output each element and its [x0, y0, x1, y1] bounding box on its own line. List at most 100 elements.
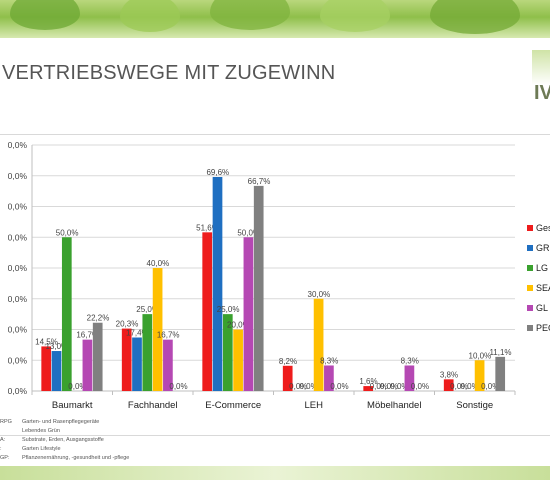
- data-label: 22,2%: [87, 314, 110, 323]
- y-tick-label: 0,0%: [8, 355, 28, 365]
- data-label: 16,7%: [76, 331, 99, 340]
- y-tick-label: 0,0%: [8, 386, 28, 396]
- legend-label: GR: [536, 243, 550, 253]
- data-label: 69,6%: [206, 168, 229, 177]
- data-label: 0,0%: [380, 382, 398, 391]
- data-label: 50,0%: [56, 228, 79, 237]
- bar-peg: [495, 356, 506, 391]
- legend-swatch: [527, 245, 533, 251]
- legend-swatch: [527, 285, 533, 291]
- note-text: Garten Lifestyle: [22, 446, 61, 452]
- data-label: 11,1%: [489, 348, 511, 357]
- data-label: 0,0%: [68, 382, 86, 391]
- bar-gl: [82, 339, 93, 391]
- data-label: 0,0%: [390, 382, 408, 391]
- slide-title: VERTRIEBSWEGE MIT ZUGEWINN: [2, 62, 336, 84]
- note-text: Pflanzenernährung, -gesundheit und -pfle…: [22, 455, 130, 461]
- legend-swatch: [527, 325, 533, 331]
- note-text: Lebendes Grün: [22, 428, 60, 434]
- legend-label: SEA: [536, 283, 550, 293]
- note-key: RPG: [0, 419, 12, 425]
- y-tick-label: 0,0%: [8, 140, 28, 150]
- data-label: 25,0%: [136, 305, 159, 314]
- bar-sea: [233, 329, 243, 391]
- y-tick-label: 0,0%: [8, 171, 28, 181]
- bar-peg: [92, 322, 103, 391]
- logo-text: IV: [534, 82, 550, 104]
- note-row: : Garten Lifestyle: [0, 445, 129, 454]
- note-row: RPG Garten- und Rasenpflegegeräte: [0, 418, 129, 427]
- note-key: A:: [0, 437, 6, 443]
- note-text: Substrate, Erden, Ausgangsstoffe: [22, 437, 104, 443]
- data-label: 0,0%: [289, 382, 307, 391]
- bar-ges: [41, 346, 52, 391]
- category-label: LEH: [305, 400, 324, 411]
- data-label: 40,0%: [147, 259, 170, 268]
- y-tick-label: 0,0%: [8, 294, 28, 304]
- data-label: 8,3%: [320, 356, 338, 365]
- bar-gl: [163, 339, 173, 391]
- category-label: E-Commerce: [205, 400, 261, 411]
- data-label: 14,5%: [35, 337, 58, 346]
- bar-sea: [313, 298, 324, 391]
- data-label: 3,8%: [440, 370, 458, 379]
- bar-ges: [282, 365, 293, 391]
- y-tick-label: 0,0%: [8, 232, 28, 242]
- legend-swatch: [527, 265, 533, 271]
- note-key: :: [0, 446, 2, 452]
- bar-lg: [142, 314, 153, 391]
- note-row: Lebendes Grün: [0, 427, 129, 436]
- bar-ges: [121, 328, 132, 391]
- note-text: Garten- und Rasenpflegegeräte: [22, 419, 100, 425]
- leaf-banner: [0, 0, 550, 38]
- legend-swatch: [527, 225, 533, 231]
- bar-peg: [253, 185, 264, 391]
- bar-gl: [324, 365, 334, 391]
- data-label: 0,0%: [460, 382, 478, 391]
- legend-label: GL: [536, 303, 548, 313]
- data-label: 51,6%: [196, 223, 219, 232]
- legend-label: Ges: [536, 223, 550, 233]
- bar-ges: [363, 386, 374, 391]
- company-logo: IV: [532, 50, 550, 104]
- note-row: GP: Pflanzenernährung, -gesundheit und -p…: [0, 454, 129, 463]
- legend-label: PEG: [536, 323, 550, 333]
- bar-lg: [61, 237, 72, 391]
- y-tick-label: 0,0%: [8, 263, 28, 273]
- data-label: 13,0%: [45, 342, 68, 351]
- data-label: 0,0%: [169, 382, 187, 391]
- data-label: 0,0%: [450, 382, 468, 391]
- data-label: 66,7%: [248, 177, 271, 186]
- data-label: 0,0%: [370, 382, 388, 391]
- bottom-decor-band: [0, 466, 550, 480]
- y-tick-label: 0,0%: [8, 325, 28, 335]
- bar-gl: [243, 237, 254, 391]
- data-label: 50,0%: [237, 228, 260, 237]
- data-label: 0,0%: [481, 382, 499, 391]
- bar-gr: [132, 337, 142, 391]
- data-label: 0,0%: [330, 382, 348, 391]
- bar-lg: [222, 314, 233, 391]
- note-row: A: Substrate, Erden, Ausgangsstoffe: [0, 436, 129, 445]
- data-label: 1,6%: [359, 377, 377, 386]
- category-label: Möbelhandel: [367, 400, 421, 411]
- data-label: 8,2%: [279, 357, 297, 366]
- chart-frame: 0,0% 0,0% 0,0% 0,0% 0,0% 0,0% 0,0% 0,0% 0,0% 14,5…: [0, 134, 550, 436]
- note-key: GP:: [0, 455, 10, 461]
- data-label: 0,0%: [299, 382, 317, 391]
- data-label: 8,3%: [401, 356, 419, 365]
- data-label: 20,3%: [116, 320, 139, 329]
- legend-swatch: [527, 305, 533, 311]
- category-label: Sonstige: [456, 400, 493, 411]
- y-tick-label: 0,0%: [8, 202, 28, 212]
- data-label: 30,0%: [308, 290, 331, 299]
- bar-gr: [212, 176, 223, 391]
- bar-chart: 0,0%0,0%0,0%0,0%0,0%0,0%0,0%0,0%0,0%14,5…: [8, 140, 550, 411]
- data-label: 20,0%: [227, 321, 250, 330]
- abbreviation-notes: RPG Garten- und Rasenpflegegeräte Lebende…: [0, 418, 129, 463]
- bar-sea: [152, 268, 163, 391]
- data-label: 16,7%: [157, 331, 180, 340]
- bar-gl: [404, 365, 415, 391]
- bar-ges: [202, 232, 213, 391]
- category-label: Fachhandel: [128, 400, 178, 411]
